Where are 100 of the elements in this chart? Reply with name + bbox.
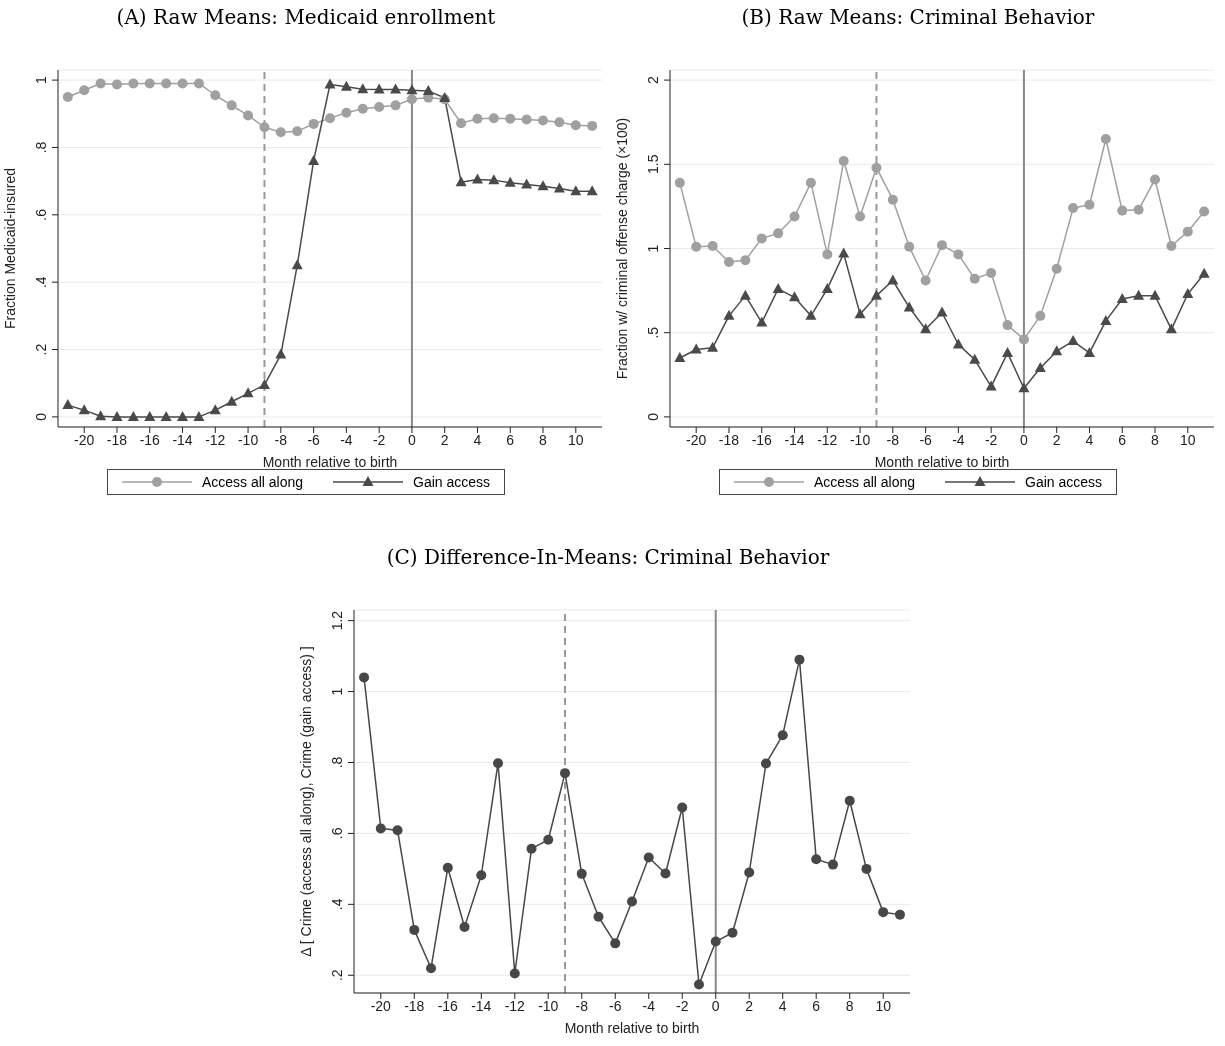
y-axis-title: Δ [ Crime (access all along), Crime (gain access) ] (297, 646, 314, 957)
point (707, 240, 718, 251)
point (777, 730, 788, 741)
point (95, 410, 107, 421)
point (144, 410, 156, 421)
point (456, 118, 467, 129)
point (392, 825, 403, 836)
point (760, 758, 771, 769)
point (209, 404, 221, 415)
point (1034, 362, 1046, 373)
point (811, 854, 822, 865)
point (870, 289, 882, 300)
x-tick-label: 2 (745, 997, 754, 1014)
point (144, 78, 155, 89)
legend-label: Gain access (412, 474, 491, 490)
point (426, 963, 437, 974)
point (242, 387, 254, 398)
point (1051, 263, 1062, 274)
point (1182, 287, 1194, 298)
point (374, 102, 385, 113)
x-tick-label: 4 (778, 997, 787, 1014)
point (805, 177, 816, 188)
point (422, 84, 434, 95)
point (789, 291, 801, 302)
legend-label: Access all along (200, 474, 304, 490)
x-tick-label: -4 (952, 431, 965, 448)
point (291, 259, 303, 270)
point (226, 100, 237, 111)
point (894, 909, 905, 920)
x-tick-label: -16 (751, 431, 773, 448)
point (643, 852, 654, 863)
point (128, 78, 139, 89)
point (772, 282, 784, 293)
y-tick-label: 1 (329, 687, 345, 696)
point (570, 120, 581, 131)
point (587, 120, 598, 131)
point (390, 100, 401, 111)
x-tick-label: -12 (504, 997, 526, 1014)
point (855, 211, 866, 222)
point (62, 399, 74, 410)
point (838, 247, 850, 258)
x-tick-label: 8 (539, 431, 548, 448)
point (690, 343, 702, 354)
point (570, 185, 582, 196)
y-tick-label: 1 (33, 76, 49, 84)
point (193, 78, 204, 89)
point (1199, 206, 1210, 217)
point (62, 91, 73, 102)
point (442, 862, 453, 873)
point (409, 924, 420, 935)
x-tick-label: 6 (812, 997, 821, 1014)
x-tick-label: -14 (784, 431, 805, 448)
point (674, 177, 685, 188)
x-tick-label: -18 (718, 431, 740, 448)
y-tick-label: .8 (329, 756, 345, 769)
point (985, 380, 997, 391)
legend-label: Access all along (812, 474, 916, 490)
point (1100, 314, 1112, 325)
point (740, 255, 751, 266)
x-tick-label: 2 (1052, 431, 1061, 448)
x-tick-label: -2 (984, 431, 998, 448)
point (1150, 174, 1161, 185)
point (1051, 345, 1063, 356)
point (308, 154, 320, 165)
point (488, 174, 500, 185)
y-axis-title: Fraction Medicaid-insured (1, 167, 18, 330)
x-tick-label: -4 (340, 431, 353, 448)
point (789, 211, 800, 222)
point (275, 127, 286, 138)
y-tick-label: .6 (33, 208, 49, 221)
y-tick-label: 0 (645, 412, 661, 421)
x-tick-label: -18 (404, 997, 425, 1014)
point (210, 90, 221, 101)
point (838, 155, 849, 166)
point (677, 802, 688, 813)
point (79, 85, 90, 96)
point (756, 233, 767, 244)
point (660, 868, 671, 879)
point (357, 103, 368, 114)
point (1133, 204, 1144, 215)
point (756, 316, 768, 327)
point (324, 78, 336, 89)
x-tick-label: 10 (567, 431, 584, 448)
point (1018, 334, 1029, 345)
y-tick-label: .8 (33, 141, 49, 154)
point (844, 795, 855, 806)
y-tick-label: 1 (645, 244, 661, 253)
point (727, 927, 738, 938)
y-tick-label: 1.2 (329, 610, 345, 631)
point (526, 843, 537, 854)
point (627, 896, 637, 907)
point (773, 228, 784, 239)
y-tick-label: .6 (329, 827, 345, 840)
x-axis-title: Month relative to birth (262, 454, 398, 470)
x-tick-label: -2 (676, 997, 689, 1014)
point (259, 122, 270, 133)
x-tick-label: -4 (642, 997, 656, 1014)
point (920, 275, 931, 286)
point (794, 654, 805, 665)
y-tick-label: .2 (33, 343, 49, 356)
